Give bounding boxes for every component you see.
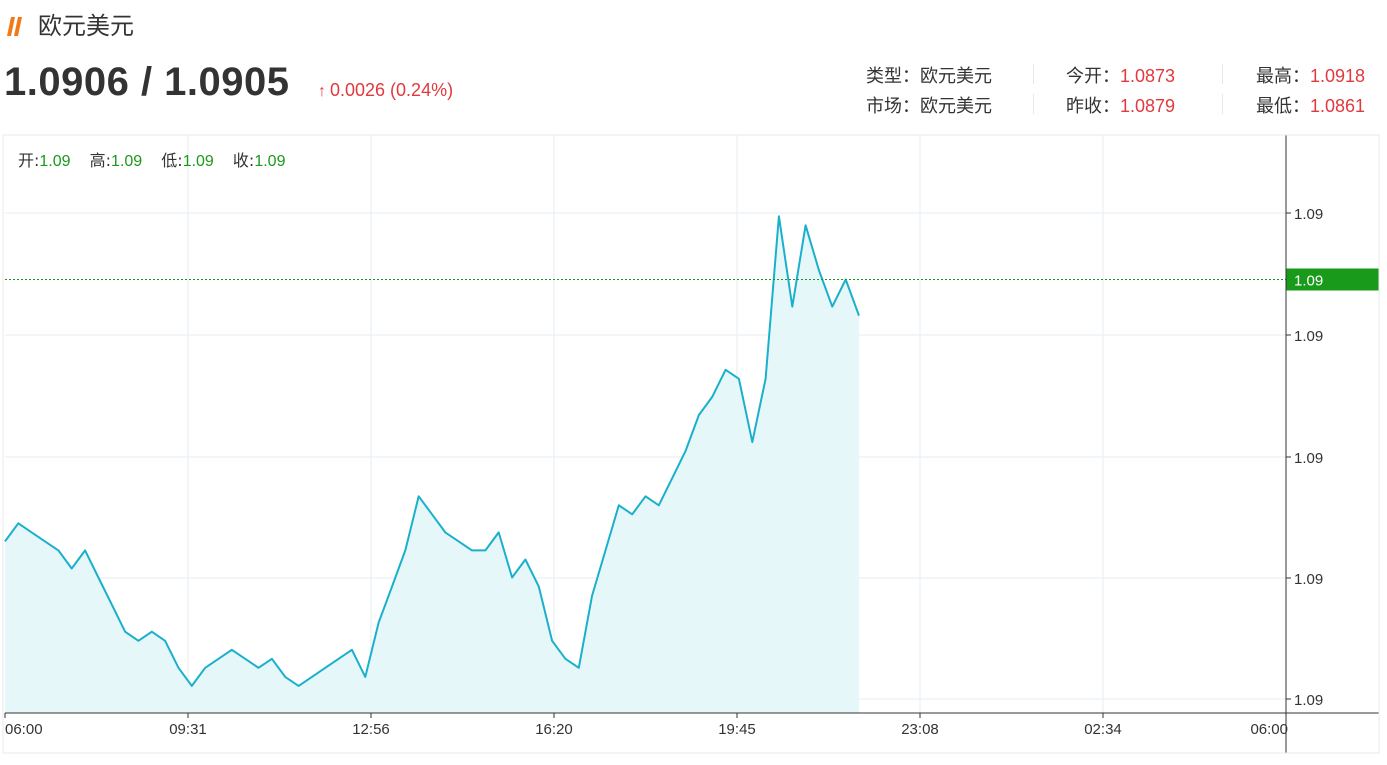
chart-frame [2, 134, 1380, 754]
y-axis-ticks: 1.09 1.09 1.09 1.09 1.09 [1286, 206, 1323, 709]
stat-high-value: 1.0918 [1310, 66, 1366, 86]
stat-low: 最低：1.0861 [1256, 92, 1365, 118]
ohlc-low-label: 低: [161, 151, 183, 170]
y-tick-label: 1.09 [1294, 450, 1323, 467]
y-tick-label: 1.09 [1294, 571, 1323, 588]
stat-market-label: 市场： [866, 96, 920, 117]
x-axis-ticks: 06:00 09:31 12:56 16:20 19:45 23:08 02:34 06:00 [4, 713, 1288, 738]
ohlc-close-value: 1.09 [254, 153, 286, 170]
x-tick-label: 06:00 [5, 721, 43, 738]
quote-stats: 类型：欧元美元 市场：欧元美元 今开：1.0873 昨收：1.0879 最高：1… [0, 60, 1387, 120]
brand-slash-icon [7, 17, 22, 36]
x-tick-label: 23:08 [901, 721, 939, 738]
y-tick-label: 1.09 [1294, 328, 1323, 345]
stat-low-value: 1.0861 [1310, 96, 1366, 116]
stat-open: 今开：1.0873 [1066, 62, 1175, 88]
ohlc-close-label: 收: [232, 151, 255, 170]
stat-high: 最高：1.0918 [1256, 62, 1365, 88]
x-tick-label: 16:20 [535, 721, 573, 738]
stat-prev-close-label: 昨收： [1066, 96, 1120, 117]
y-tick-label: 1.09 [1294, 692, 1323, 709]
arrow-up-icon: ↑ [318, 83, 326, 100]
y-tick-label: 1.09 [1294, 206, 1323, 223]
stat-high-label: 最高： [1256, 66, 1310, 87]
current-price-box [1286, 268, 1379, 291]
stat-low-label: 最低： [1256, 96, 1310, 117]
stat-separator [1033, 64, 1034, 84]
stat-open-value: 1.0873 [1120, 66, 1176, 86]
x-tick-label: 12:56 [352, 721, 390, 738]
current-price-label: 1.09 [1294, 273, 1323, 290]
price-change: ↑ 0.0026 (0.24%) [318, 80, 453, 101]
ohlc-high-value: 1.09 [111, 153, 143, 170]
stat-type-label: 类型： [866, 66, 920, 87]
chart-axes [2, 134, 1380, 754]
stat-separator [1033, 94, 1034, 114]
x-tick-label: 06:00 [1250, 721, 1288, 738]
change-value: 0.0026 (0.24%) [330, 80, 454, 100]
x-tick-label: 09:31 [169, 721, 207, 738]
stat-market: 市场：欧元美元 [866, 92, 992, 118]
x-tick-label: 02:34 [1084, 721, 1122, 738]
stat-separator [1222, 64, 1223, 84]
stat-separator [1222, 94, 1223, 114]
x-tick-label: 19:45 [718, 721, 756, 738]
bid-ask-price: 1.0906 / 1.0905 [4, 60, 290, 104]
stat-prev-close: 昨收：1.0879 [1066, 92, 1175, 118]
ohlc-high-label: 高: [89, 151, 112, 170]
price-line [4, 215, 860, 687]
ohlc-open-value: 1.09 [39, 153, 71, 170]
ohlc-open-label: 开: [18, 151, 40, 170]
page-title: 欧元美元 [38, 12, 134, 40]
ohlc-readout: 开:1.09 高:1.09 低:1.09 收:1.09 [18, 147, 299, 171]
price-area [5, 216, 859, 714]
ohlc-low-value: 1.09 [182, 153, 214, 170]
stat-market-value: 欧元美元 [920, 96, 992, 117]
stat-type-value: 欧元美元 [920, 66, 992, 87]
stat-open-label: 今开： [1066, 66, 1120, 87]
stat-prev-close-value: 1.0879 [1120, 96, 1176, 116]
stat-type: 类型：欧元美元 [866, 62, 992, 88]
